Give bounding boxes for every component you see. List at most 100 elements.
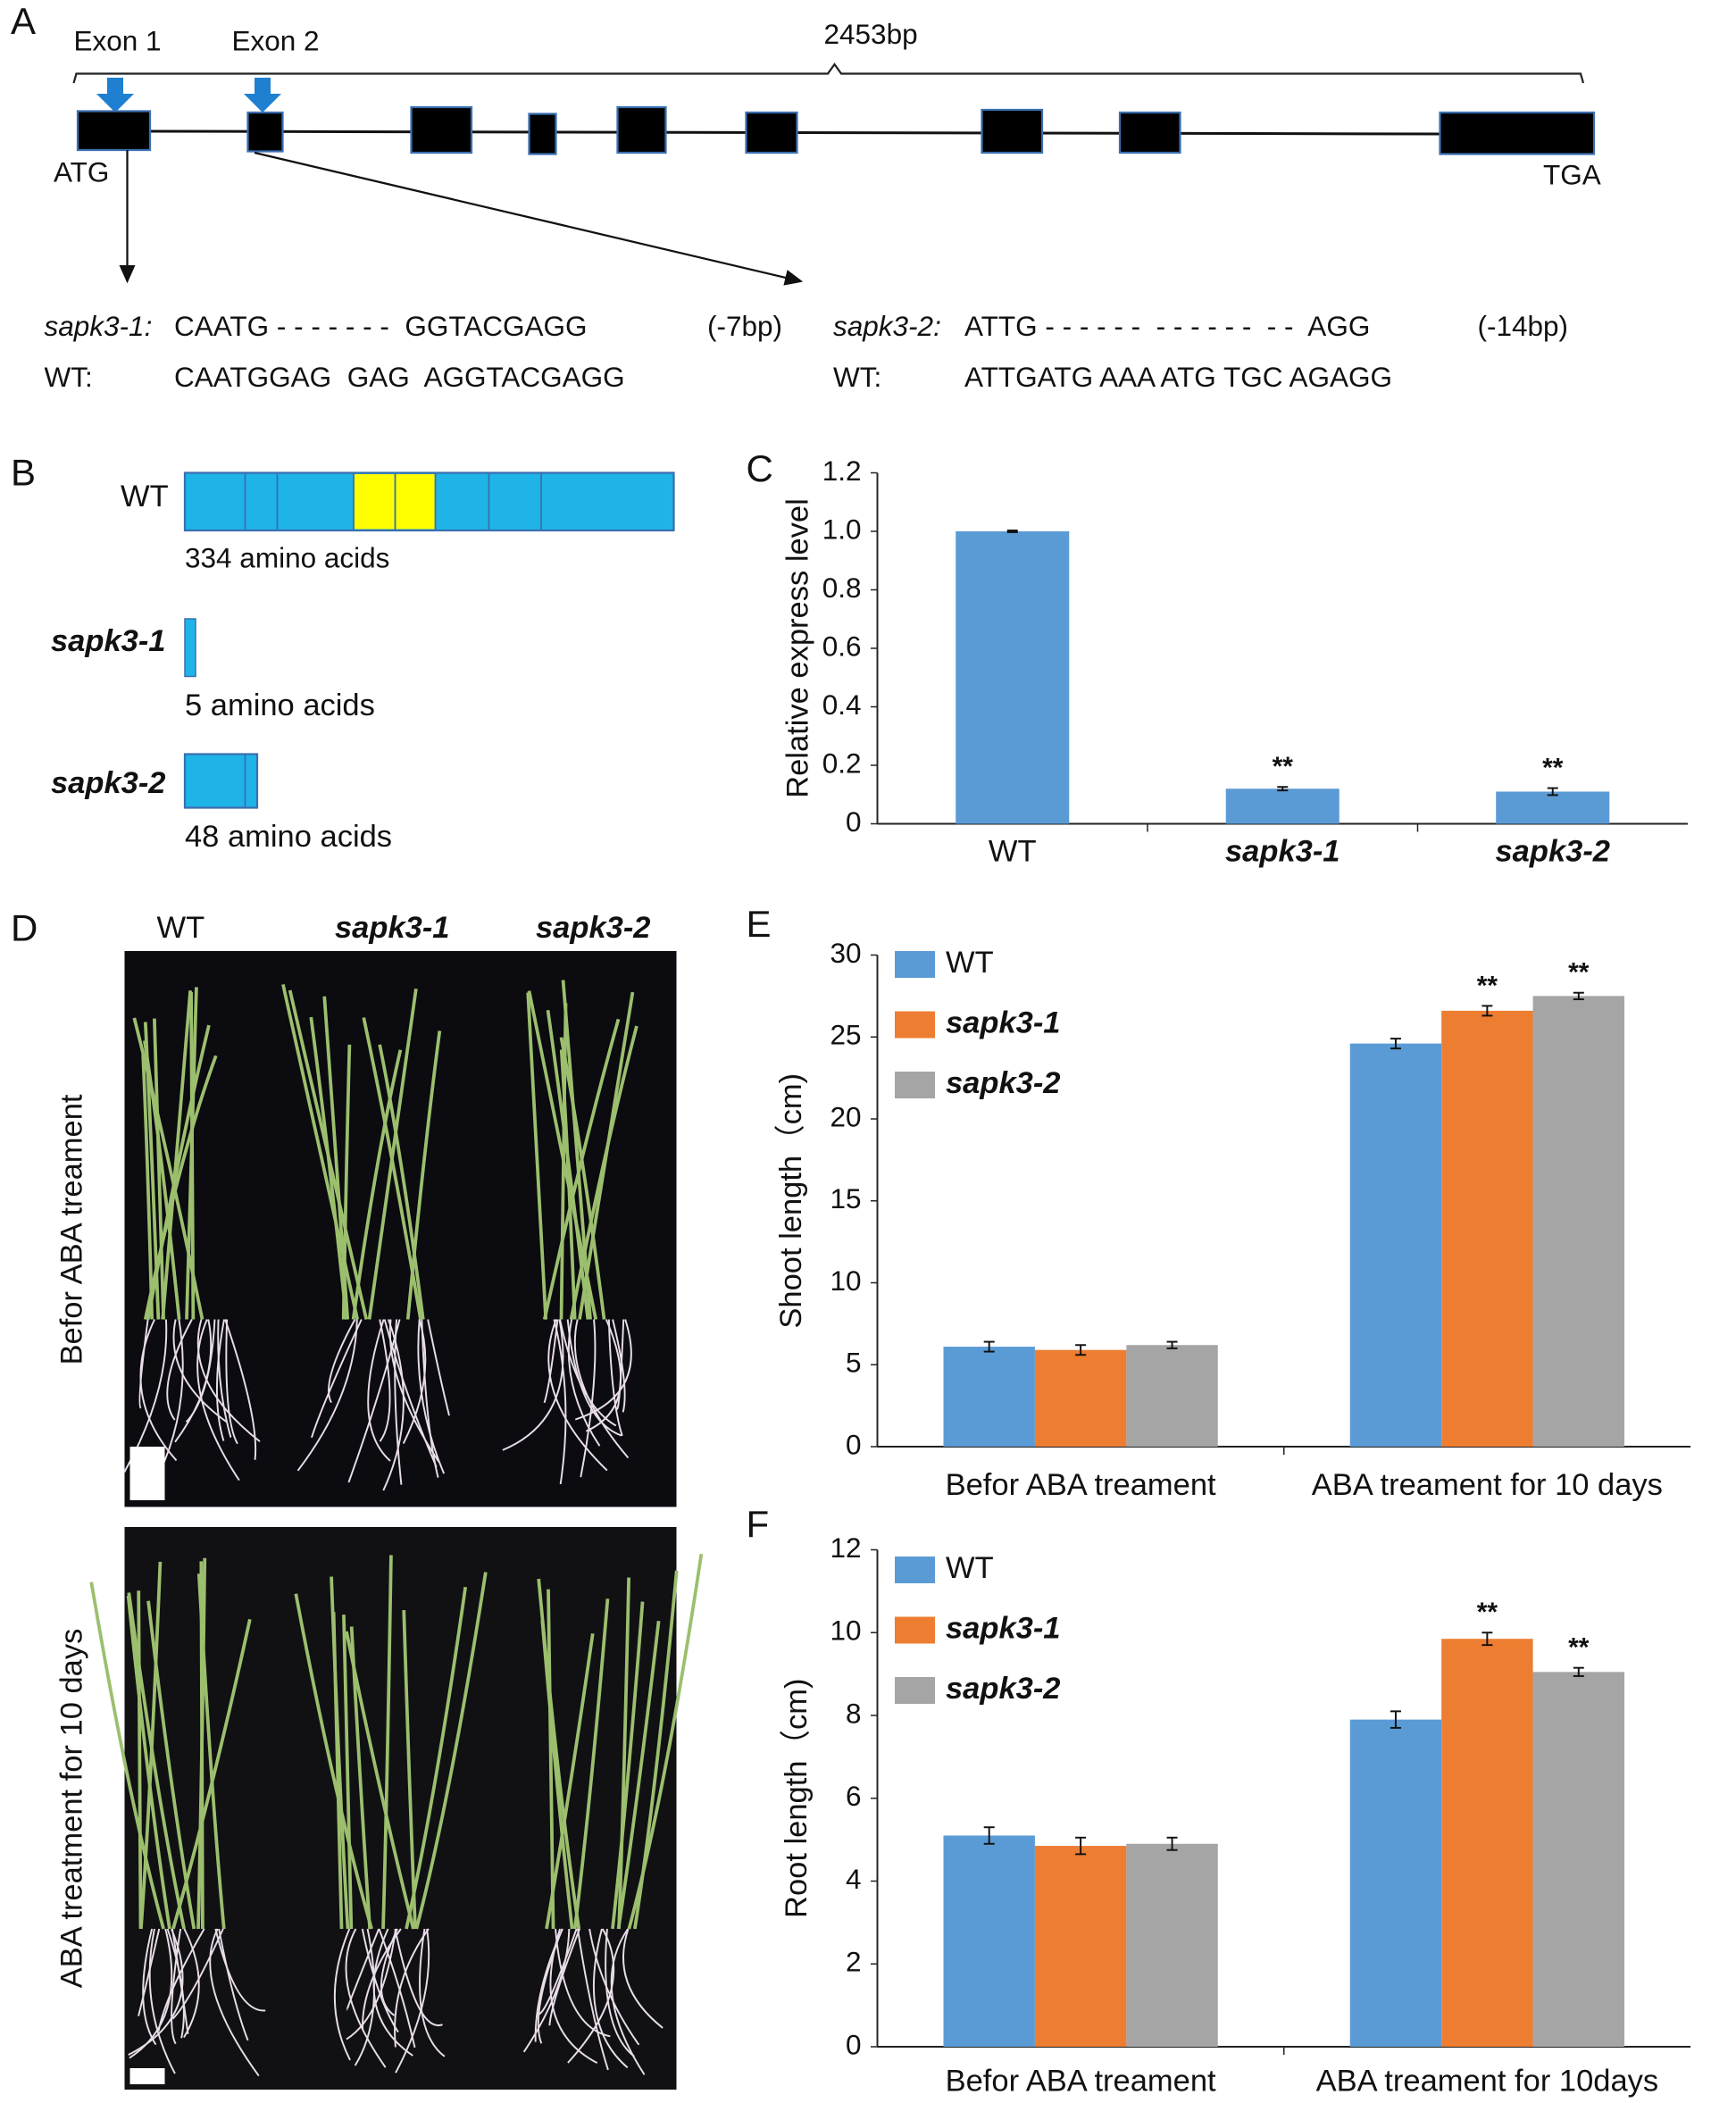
plant-root <box>402 1319 427 1444</box>
error-bar <box>1166 1340 1178 1349</box>
plant-root <box>615 1319 625 1410</box>
error-bar <box>1390 1038 1401 1050</box>
legend-label: sapk3-1 <box>946 1006 1061 1040</box>
bar <box>1034 1349 1127 1447</box>
plant-root <box>166 1928 185 2039</box>
plant-root <box>421 1319 439 1478</box>
mutant-sequence: CAATG - - - - - - - GGTACGAGG <box>174 310 588 342</box>
plant-leaf <box>627 1553 704 1930</box>
plant-leaf <box>127 1592 186 1930</box>
legend-label: sapk3-2 <box>946 1672 1061 1706</box>
plant-leaf <box>322 996 350 1320</box>
plant-leaf <box>139 1561 163 1930</box>
plant-leaf <box>309 1016 348 1320</box>
plant-leaf <box>378 1044 425 1320</box>
legend-swatch <box>895 1616 935 1644</box>
plant-leaf <box>349 1626 372 1930</box>
protein-name: WT <box>121 480 169 513</box>
exon-label: Exon 2 <box>232 24 320 56</box>
plant-root <box>566 1319 622 1437</box>
plants <box>89 980 704 2077</box>
plant-root <box>148 1928 176 2074</box>
plant-root <box>559 1319 617 1427</box>
bar <box>1532 1672 1625 2047</box>
y-tick-label: 0.6 <box>822 630 862 662</box>
exons <box>76 105 1596 155</box>
y-tick-label: 6 <box>846 1780 862 1812</box>
error-bar <box>983 1340 995 1353</box>
y-tick-label: 8 <box>846 1697 862 1729</box>
significance: ** <box>1542 753 1564 782</box>
bar <box>1034 1846 1127 2047</box>
bar <box>1126 1345 1218 1447</box>
plant-root <box>367 1319 391 1462</box>
bar <box>1225 789 1340 824</box>
error-bar <box>1390 1710 1401 1729</box>
exon-arrow <box>96 78 134 113</box>
plant-root <box>607 1319 623 1437</box>
y-tick-label: 15 <box>830 1182 861 1214</box>
mutant-sequence: ATTG - - - - - - - - - - - - - - AGG <box>964 310 1370 342</box>
plant-root <box>346 1928 397 2040</box>
y-tick-label: 5 <box>846 1347 862 1379</box>
plant-leaf <box>547 1589 555 1930</box>
exon <box>616 105 667 154</box>
plant-root <box>196 1319 240 1481</box>
scale-bar <box>129 2068 165 2084</box>
plant-root <box>394 1928 443 2027</box>
plant-root <box>139 1319 178 1462</box>
y-tick-label: 1.2 <box>822 455 862 487</box>
y-tick-label: 2 <box>846 1946 862 1978</box>
plant-leaf <box>143 1055 218 1320</box>
exon <box>76 110 152 152</box>
error-bar <box>1573 991 1584 1001</box>
plant-root <box>185 1319 216 1423</box>
plant-leaf <box>89 1581 165 1930</box>
wt-name: WT: <box>45 361 93 393</box>
plant-leaf <box>559 1037 606 1320</box>
y-tick-label: 25 <box>830 1019 861 1051</box>
plant-leaf <box>281 983 360 1320</box>
plant-root <box>138 1928 161 2016</box>
plant-leaf <box>189 991 196 1320</box>
error-bar <box>1075 1836 1087 1856</box>
plant-root <box>605 1928 635 2057</box>
plant-leaf <box>294 1593 373 1930</box>
plant-root <box>553 1319 567 1485</box>
panel-letter: B <box>11 452 36 494</box>
bar <box>1126 1843 1218 2047</box>
panel-letter: C <box>747 447 773 489</box>
exon-arrow <box>244 78 281 113</box>
plant-leaf <box>572 1598 610 1930</box>
exon <box>745 111 798 154</box>
plant-root <box>580 1319 597 1478</box>
plant-leaf <box>199 1561 204 1930</box>
plant-root <box>217 1319 232 1438</box>
legend-swatch <box>895 951 935 978</box>
deletion-size: (-14bp) <box>1478 310 1569 342</box>
plant-leaf <box>405 1587 468 1930</box>
plant-root <box>296 1319 358 1472</box>
mutant-name: sapk3-1: <box>45 310 153 342</box>
legend-swatch <box>895 1677 935 1704</box>
wt-name: WT: <box>833 361 881 393</box>
error-bar <box>1481 1005 1493 1017</box>
protein-name: sapk3-2 <box>51 766 166 800</box>
plant-root <box>555 1928 611 2038</box>
plant-leaf <box>143 1022 161 1320</box>
protein-bar <box>184 618 196 678</box>
plant-root <box>224 1319 257 1460</box>
legend-label: sapk3-2 <box>946 1066 1061 1100</box>
plant-root <box>427 1319 450 1416</box>
protein-bar <box>183 753 259 809</box>
bar <box>943 1347 1035 1447</box>
plant-root <box>171 1928 182 2045</box>
plant-leaf <box>540 1620 574 1930</box>
plant-root <box>388 1319 440 1463</box>
bar <box>1349 1043 1442 1447</box>
x-tick-label: ABA treament for 10 days <box>1312 1468 1663 1502</box>
bar <box>1349 1719 1442 2047</box>
plant-leaf <box>351 1049 403 1320</box>
bar <box>943 1835 1035 2047</box>
